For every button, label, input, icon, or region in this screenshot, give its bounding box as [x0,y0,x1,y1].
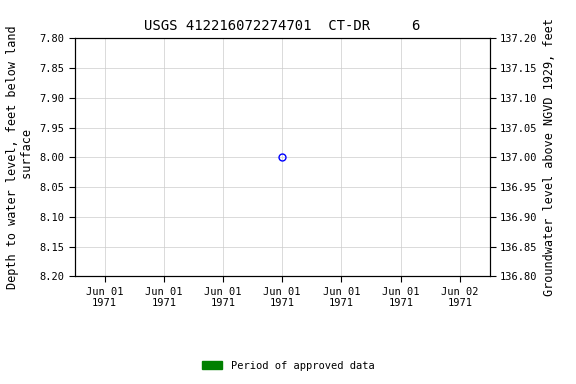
Title: USGS 412216072274701  CT-DR     6: USGS 412216072274701 CT-DR 6 [144,19,420,33]
Legend: Period of approved data: Period of approved data [198,357,378,375]
Y-axis label: Groundwater level above NGVD 1929, feet: Groundwater level above NGVD 1929, feet [543,18,556,296]
Y-axis label: Depth to water level, feet below land
 surface: Depth to water level, feet below land su… [6,26,34,289]
